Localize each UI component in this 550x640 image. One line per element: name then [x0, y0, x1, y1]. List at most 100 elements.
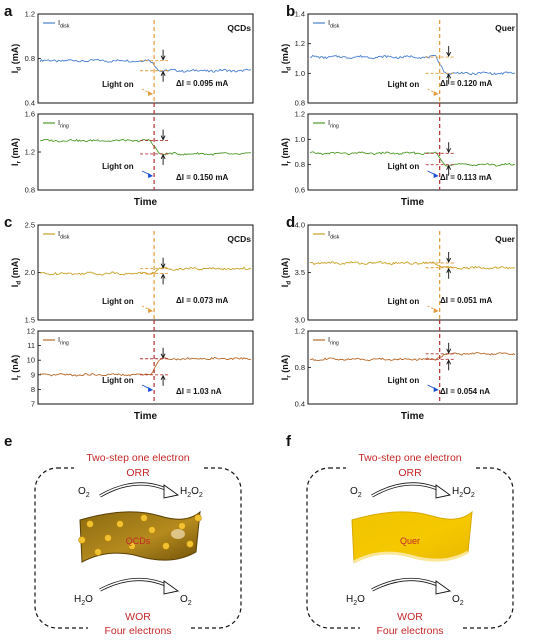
- label-backdrop-top: [346, 452, 474, 480]
- product-top: H2O2: [452, 486, 475, 499]
- subplot-top: 3.0 3.5 4.0 Id (mA) Idisk ΔI = 0.051 mA Light …: [280, 221, 518, 325]
- delta-arrowhead-top: [160, 353, 166, 359]
- panel-letter: d: [286, 214, 295, 231]
- y-axis-label: Id (mA): [10, 258, 23, 288]
- panel-letter: e: [4, 433, 12, 450]
- legend-label: Iring: [328, 335, 339, 346]
- quantum-dot: [104, 534, 112, 542]
- subplot-top: 1.5 2.0 2.5 Id (mA) Idisk ΔI = 0.073 mA Light …: [10, 221, 254, 325]
- delta-arrowhead-bottom: [446, 164, 452, 170]
- quantum-dot: [178, 522, 186, 530]
- ribbon-highlight: [171, 529, 185, 539]
- y-axis-label: Ir (mA): [10, 138, 23, 166]
- light-on-label: Light on: [102, 162, 134, 171]
- y-tick-label: 3.5: [295, 268, 305, 277]
- scheme-e: e Two-step one electron ORR WOR Four electro…: [4, 433, 242, 640]
- x-axis-label: Time: [401, 197, 425, 208]
- light-on-label: Light on: [388, 376, 420, 385]
- series-line-bottom: [39, 138, 252, 156]
- plot-frame: [307, 13, 518, 104]
- y-tick-label: 1.0: [295, 69, 305, 78]
- series-line-top: [39, 266, 252, 276]
- light-on-arrowhead: [433, 387, 439, 392]
- delta-annotation: ΔI = 0.120 mA: [440, 79, 492, 88]
- light-on-label: Light on: [388, 297, 420, 306]
- legend-label: Idisk: [58, 229, 70, 240]
- panel-letter: a: [4, 3, 13, 20]
- sample-tag: Quer: [495, 234, 516, 244]
- reaction-name-top: ORR: [126, 467, 150, 479]
- plot-frame: [37, 13, 254, 104]
- plot-frame: [37, 330, 254, 405]
- legend-label: Iring: [328, 118, 339, 129]
- scheme-f: f Two-step one electron ORR WOR Four electro…: [286, 433, 514, 640]
- x-axis-label: Time: [401, 411, 425, 422]
- quantum-dot: [94, 548, 102, 556]
- y-tick-label: 0.4: [25, 99, 35, 108]
- light-on-arrowhead: [433, 308, 439, 313]
- delta-arrowhead-bottom: [160, 273, 166, 279]
- series-line-bottom: [309, 151, 516, 167]
- y-tick-label: 12: [27, 327, 35, 336]
- sample-tag: Quer: [495, 23, 516, 33]
- plot-frame: [307, 113, 518, 191]
- light-on-label: Light on: [102, 297, 134, 306]
- y-tick-label: 1.2: [295, 327, 305, 336]
- quantum-dot: [186, 540, 194, 548]
- delta-annotation: ΔI = 0.073 mA: [176, 296, 228, 305]
- series-line-top: [309, 54, 516, 76]
- y-tick-label: 1.0: [295, 135, 305, 144]
- delta-arrowhead-top: [160, 135, 166, 141]
- sample-tag: QCDs: [227, 234, 251, 244]
- panel-a: a 0.4 0.8 1.2 Id (mA) Idisk ΔI = 0.095 mA Light…: [4, 3, 254, 208]
- panel-d: d 3.0 3.5 4.0 Id (mA) Idisk ΔI = 0.051 mA Light…: [280, 214, 518, 422]
- quantum-dot: [194, 514, 202, 522]
- light-on-arrowhead: [148, 308, 154, 313]
- subplot-bottom: 0.6 0.8 1.0 1.2 Ir (mA) Iring ΔI = 0.113 mA Lig…: [280, 110, 518, 195]
- y-axis-label: Ir (nA): [280, 355, 293, 381]
- light-on-label: Light on: [388, 162, 420, 171]
- light-on-arrowhead: [148, 387, 154, 392]
- y-tick-label: 2.5: [25, 221, 35, 230]
- light-on-arrowhead: [433, 173, 439, 178]
- product-top: H2O2: [180, 486, 203, 499]
- panel-letter: f: [286, 433, 292, 450]
- delta-arrowhead-top: [446, 148, 452, 154]
- subplot-bottom: 0.4 0.8 1.2 Ir (nA) Iring ΔI = 0.054 nA Light …: [280, 327, 518, 409]
- legend-label: Idisk: [328, 229, 340, 240]
- product-bottom: O2: [180, 594, 192, 607]
- series-line-bottom: [39, 356, 252, 377]
- y-tick-label: 0.8: [295, 363, 305, 372]
- subplot-bottom: 0.8 1.2 1.6 Ir (mA) Iring ΔI = 0.150 mA Light …: [10, 110, 254, 195]
- panel-b: b 0.8 1.0 1.2 1.4 Id (mA) Idisk ΔI = 0.120 mA Li…: [280, 3, 518, 208]
- y-tick-label: 1.2: [25, 148, 35, 157]
- legend-label: Idisk: [328, 18, 340, 29]
- reaction-title-top: Two-step one electron: [358, 452, 461, 464]
- subplot-top: 0.4 0.8 1.2 Id (mA) Idisk ΔI = 0.095 mA Light …: [10, 10, 254, 108]
- light-on-arrowhead: [433, 91, 439, 96]
- delta-annotation: ΔI = 0.150 mA: [176, 173, 228, 182]
- delta-arrowhead-top: [160, 263, 166, 269]
- delta-arrowhead-top: [446, 348, 452, 354]
- legend-label: Iring: [58, 335, 69, 346]
- y-tick-label: 0.8: [25, 186, 35, 195]
- y-axis-label: Ir (mA): [280, 138, 293, 166]
- y-tick-label: 0.6: [295, 186, 305, 195]
- quantum-dot: [140, 514, 148, 522]
- quantum-dot: [116, 520, 124, 528]
- label-backdrop-top: [74, 452, 202, 480]
- reactant-top: O2: [350, 486, 362, 499]
- y-tick-label: 9: [31, 370, 35, 379]
- series-line-top: [39, 58, 252, 73]
- curved-arrowhead-bottom: [435, 580, 452, 595]
- quantum-dot: [162, 542, 170, 550]
- delta-arrowhead-top: [446, 257, 452, 264]
- light-on-arrowhead: [148, 91, 154, 96]
- ribbon-highlight: [353, 550, 469, 564]
- curved-arrowhead-top: [163, 484, 180, 499]
- reaction-title-bottom: Four electrons: [376, 625, 443, 637]
- y-tick-label: 2.0: [25, 268, 35, 277]
- light-on-label: Light on: [102, 80, 134, 89]
- y-tick-label: 1.2: [295, 39, 305, 48]
